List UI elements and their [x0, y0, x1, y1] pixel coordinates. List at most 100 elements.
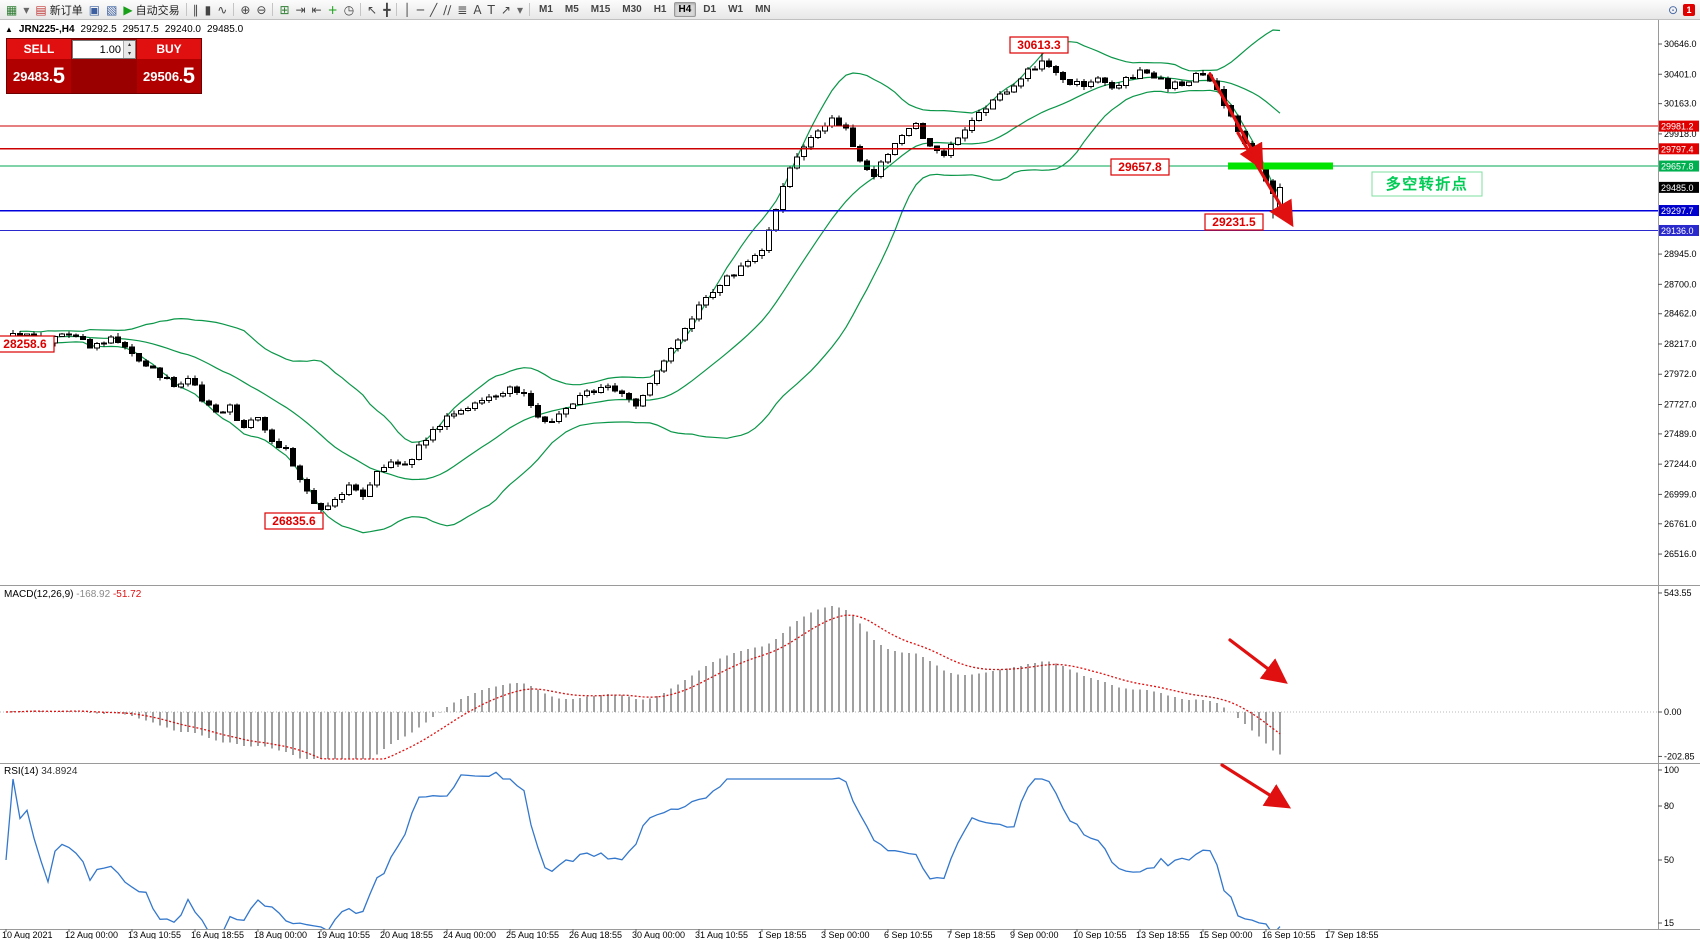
- svg-text:多空转折点: 多空转折点: [1386, 175, 1469, 193]
- svg-text:28258.6: 28258.6: [3, 337, 47, 351]
- price-callout[interactable]: 26835.6: [264, 512, 324, 530]
- time-tick-label: 13 Sep 18:55: [1136, 930, 1190, 939]
- crosshair-icon: ╋: [383, 2, 391, 17]
- chart-trend-arrow-1[interactable]: [1208, 72, 1264, 171]
- time-tick-label: 7 Sep 18:55: [947, 930, 996, 939]
- timeframe-m15[interactable]: M15: [590, 4, 611, 15]
- bollinger-middle-band: [19, 76, 1281, 481]
- trendline-icon[interactable]: ╱: [427, 1, 440, 18]
- price-tick-label: 27972.0: [1664, 369, 1697, 379]
- indicators-icon[interactable]: +: [325, 1, 341, 18]
- time-tick-label: 19 Aug 10:55: [317, 930, 370, 939]
- timeframe-m1[interactable]: M1: [538, 4, 553, 15]
- horizontal-line-icon[interactable]: ─: [414, 1, 427, 18]
- price-callout[interactable]: 30613.3: [1009, 36, 1069, 54]
- time-tick-label: 30 Aug 00:00: [632, 930, 685, 939]
- time-tick-label: 18 Aug 00:00: [254, 930, 307, 939]
- arrows-dropdown-icon[interactable]: ▾: [514, 1, 526, 18]
- zoom-in-icon[interactable]: ⊕: [237, 1, 253, 18]
- timeframe-mn[interactable]: MN: [755, 4, 771, 15]
- zoom-out-icon[interactable]: ⊖: [253, 1, 269, 18]
- time-axis: 10 Aug 2021 12 Aug 00:00 13 Aug 10:55 16 Au…: [2, 929, 1379, 939]
- svg-text:26835.6: 26835.6: [272, 514, 316, 528]
- buy-label: BUY: [137, 39, 201, 59]
- buy-button[interactable]: BUY 29506. 5: [137, 39, 201, 93]
- line-chart-icon: ∿: [217, 2, 228, 17]
- timeframe-d1[interactable]: D1: [703, 4, 717, 15]
- cycles-icon[interactable]: ◷: [341, 1, 357, 18]
- price-callout[interactable]: 28258.6: [0, 335, 55, 353]
- rsi-down-arrow[interactable]: [1220, 763, 1292, 809]
- candlestick-chart-icon: ▮: [204, 2, 212, 17]
- vertical-line-icon[interactable]: │: [400, 1, 413, 18]
- candlestick-chart-icon[interactable]: ▮: [202, 1, 215, 18]
- text-annotation[interactable]: 多空转折点: [1371, 171, 1483, 197]
- price-callout[interactable]: 29657.8: [1110, 158, 1170, 176]
- candles-layer: [3, 48, 1283, 515]
- new-chart-icon: ▦: [6, 2, 18, 17]
- timeframe-h4[interactable]: H4: [673, 2, 697, 17]
- svg-text:29231.5: 29231.5: [1212, 215, 1256, 229]
- time-tick-label: 26 Aug 18:55: [569, 930, 622, 939]
- volume-section: 1.00 ▴ ▾: [71, 39, 137, 93]
- price-callout[interactable]: 29231.5: [1204, 213, 1264, 231]
- sell-button[interactable]: SELL 29483. 5: [7, 39, 71, 93]
- line-chart-icon[interactable]: ∿: [214, 1, 230, 18]
- crosshair-icon[interactable]: ╋: [380, 1, 393, 18]
- volume-down-icon[interactable]: ▾: [124, 49, 135, 58]
- auto-scroll-icon[interactable]: ⇥: [293, 1, 309, 18]
- timeframe-m30[interactable]: M30: [622, 4, 642, 15]
- svg-text:29981.2: 29981.2: [1661, 122, 1694, 132]
- sell-price-main: 29483.: [12, 68, 53, 84]
- time-tick-label: 20 Aug 18:55: [380, 930, 433, 939]
- time-tick-label: 13 Aug 10:55: [128, 930, 181, 939]
- charts-grid-icon[interactable]: ▣: [86, 1, 103, 18]
- new-chart-icon[interactable]: ▦: [3, 1, 20, 18]
- profiles-icon: ▧: [106, 2, 118, 17]
- volume-input[interactable]: 1.00 ▴ ▾: [72, 40, 136, 59]
- fibonacci-icon: ≣: [457, 2, 468, 17]
- new-order-button[interactable]: ▤ 新订单: [32, 1, 85, 18]
- collapse-trade-panel-icon[interactable]: ▲: [5, 25, 13, 34]
- bar-chart-icon[interactable]: ∥: [190, 1, 202, 18]
- price-tag-29485.0: 29485.0: [1659, 181, 1699, 193]
- search-icon[interactable]: ⊙: [1667, 2, 1678, 17]
- timeframe-h1[interactable]: H1: [653, 4, 667, 15]
- channel-icon[interactable]: ∕∕: [440, 1, 454, 18]
- ohlc-open: 29292.5: [80, 24, 117, 35]
- time-tick-label: 15 Sep 00:00: [1199, 930, 1253, 939]
- time-tick-label: 25 Aug 10:55: [506, 930, 559, 939]
- macd-histogram: [12, 606, 1281, 759]
- price-tick-label: 27244.0: [1664, 459, 1697, 469]
- cursor-icon: ↖: [367, 2, 378, 17]
- volume-spinner[interactable]: ▴ ▾: [123, 41, 135, 58]
- volume-up-icon[interactable]: ▴: [124, 41, 135, 50]
- time-tick-label: 3 Sep 00:00: [821, 930, 870, 939]
- autotrade-button[interactable]: ▶ 自动交易: [120, 1, 182, 18]
- timeframe-m5[interactable]: M5: [564, 4, 579, 15]
- notification-badge[interactable]: 1: [1683, 3, 1695, 16]
- price-tick-label: 26516.0: [1664, 549, 1697, 559]
- timeframe-w1[interactable]: W1: [728, 4, 744, 15]
- price-tick-label: 28462.0: [1664, 309, 1697, 319]
- macd-down-arrow[interactable]: [1228, 638, 1288, 684]
- new-chart-dropdown-icon[interactable]: ▾: [20, 1, 32, 18]
- buy-price-big-digit: 5: [182, 63, 195, 88]
- tile-windows-icon[interactable]: ⊞: [276, 1, 292, 18]
- text-icon[interactable]: A: [470, 1, 484, 18]
- chart-trend-arrow-2[interactable]: [1236, 131, 1294, 228]
- time-tick-label: 16 Aug 18:55: [191, 930, 244, 939]
- price-tick-label: 30401.0: [1664, 69, 1697, 79]
- trendline-icon: ╱: [429, 2, 438, 17]
- profiles-icon[interactable]: ▧: [103, 1, 120, 18]
- fibonacci-icon[interactable]: ≣: [454, 1, 470, 18]
- indicators-icon: +: [327, 2, 338, 17]
- chart-shift-icon[interactable]: ⇤: [309, 1, 325, 18]
- buy-price: 29506. 5: [137, 59, 201, 93]
- arrows-tool-icon[interactable]: ↗: [498, 1, 514, 18]
- cursor-icon[interactable]: ↖: [364, 1, 380, 18]
- text-label-icon[interactable]: T: [485, 1, 498, 18]
- sell-price-big-digit: 5: [52, 63, 65, 88]
